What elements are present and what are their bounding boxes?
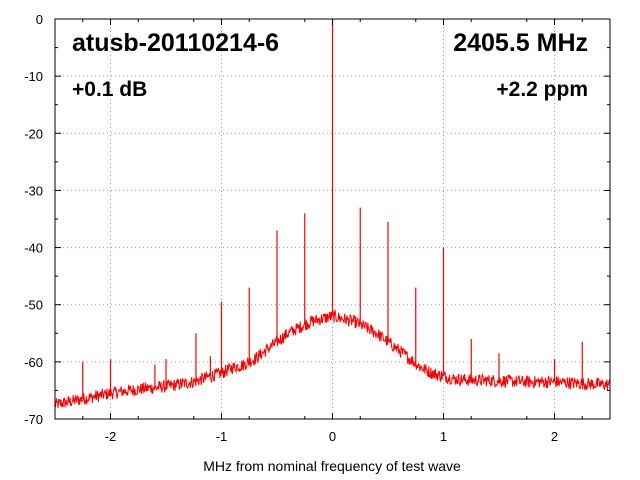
x-tick-label: -2: [105, 429, 117, 444]
y-tick-label: -10: [24, 69, 43, 84]
frequency-label: 2405.5 MHz: [453, 29, 588, 57]
ticks: [55, 18, 610, 420]
y-tick-label: -30: [24, 183, 43, 198]
plot-area: [54, 19, 611, 409]
grid: [55, 19, 610, 419]
ppm-label: +2.2 ppm: [496, 78, 588, 101]
y-tick-label: -60: [24, 355, 43, 370]
x-tick-label: 0: [329, 429, 336, 444]
y-tick-labels: 0 -10 -20 -30 -40 -50 -60 -70: [24, 12, 43, 427]
gain-label: +0.1 dB: [72, 78, 147, 101]
x-tick-label: -1: [216, 429, 228, 444]
x-tick-label: 2: [551, 429, 558, 444]
x-tick-label: 1: [440, 429, 447, 444]
y-tick-label: -20: [24, 126, 43, 141]
x-axis-label: MHz from nominal frequency of test wave: [203, 458, 461, 474]
y-tick-label: -50: [24, 298, 43, 313]
y-tick-label: 0: [36, 12, 43, 27]
chart-title: atusb-20110214-6: [72, 29, 279, 57]
y-tick-label: -70: [24, 412, 43, 427]
x-tick-labels: -2 -1 0 1 2: [105, 429, 558, 444]
y-tick-label: -40: [24, 241, 43, 256]
